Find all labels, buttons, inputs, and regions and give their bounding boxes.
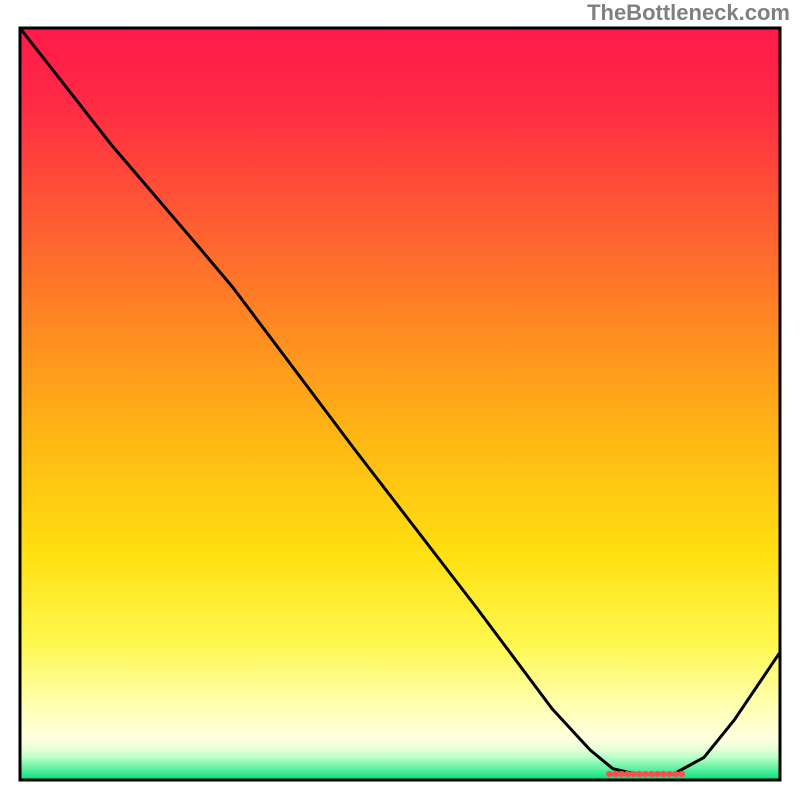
chart-container: TheBottleneck.com xyxy=(0,0,800,800)
plot-background xyxy=(20,28,780,780)
chart-svg xyxy=(0,0,800,800)
watermark-text: TheBottleneck.com xyxy=(587,0,790,26)
